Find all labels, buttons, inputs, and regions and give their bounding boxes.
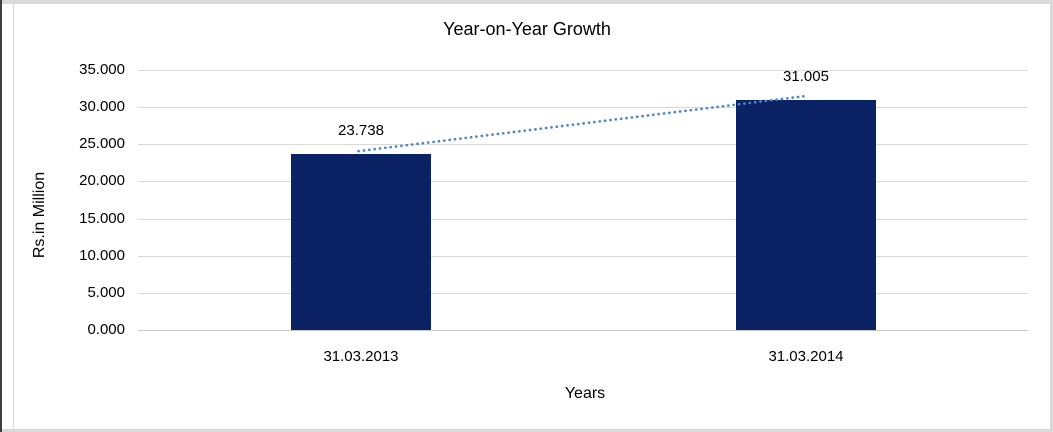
gridline [138,181,1028,182]
gridline [138,70,1028,71]
gridline [138,144,1028,145]
y-axis-tick-label: 20.000 [79,172,125,189]
y-axis-tick-label: 0.000 [87,321,125,338]
x-axis-title: Years [564,385,606,402]
frame-border-left [13,4,14,429]
chart-title: Year-on-Year Growth [443,19,611,39]
gridline [138,330,1028,331]
y-axis-tick-label: 35.000 [79,61,125,78]
y-axis-tick-label: 30.000 [79,98,125,115]
frame-border-right [1050,0,1053,432]
x-axis-tick-label: 31.03.2013 [323,348,399,365]
bar-31.03.2014 [736,100,876,330]
bar-data-label: 31.005 [783,68,829,85]
gridline [138,256,1028,257]
y-axis-tick-label: 25.000 [79,135,125,152]
frame-border-bottom [0,429,1053,432]
bar-31.03.2013 [291,154,431,330]
y-axis-tick-label: 5.000 [87,284,125,301]
frame-border-top [0,0,1053,4]
gridline [138,219,1028,220]
y-axis-tick-label: 15.000 [79,210,125,227]
x-axis-tick-label: 31.03.2014 [768,348,844,365]
bar-data-label: 23.738 [338,122,384,139]
gridline [138,293,1028,294]
frame-edge-dark-left [0,0,2,432]
y-axis-tick-label: 10.000 [79,247,125,264]
gridline [138,107,1028,108]
